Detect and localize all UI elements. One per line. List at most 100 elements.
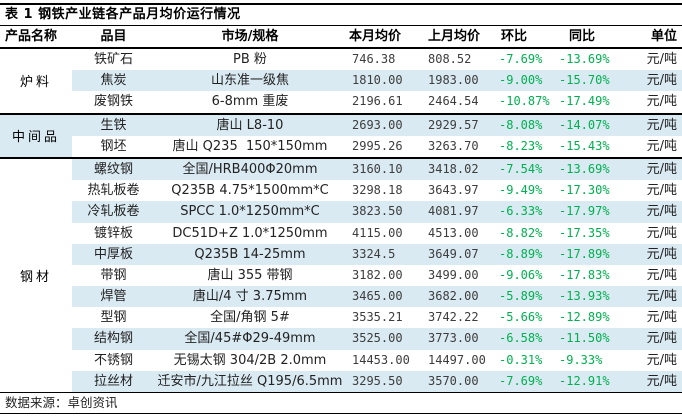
cell-market-spec: 迁安市/九江拉丝 Q195/6.5mm [157, 373, 343, 389]
cell-market-spec: PB 粉 [233, 52, 267, 67]
cell-market-spec: 唐山 355 带钢 [207, 267, 293, 283]
table-row: 型钢 全国/角钢 5# 3535.21 3742.22 -5.66% -12.89% 元/吨 [72, 307, 682, 328]
cell-unit: 元/吨 [646, 138, 677, 154]
cell-item-name: 废钢铁 [93, 94, 133, 110]
cell-unit: 元/吨 [646, 246, 677, 262]
cell-unit: 元/吨 [646, 331, 677, 347]
cell-market-spec: 唐山 Q235 150*150mm [172, 138, 328, 154]
cell-current-month-avg: 4115.00 [352, 225, 403, 240]
cell-mom-change: -7.69% [499, 373, 543, 388]
column-header-product-name: 产品名称 [5, 29, 58, 44]
cell-yoy-change: -13.69% [559, 161, 610, 176]
cell-item-name: 焊管 [100, 289, 127, 305]
cell-unit: 元/吨 [646, 183, 677, 199]
cell-market-spec: 无锡太钢 304/2B 2.0mm [173, 352, 327, 368]
cell-current-month-avg: 3525.00 [352, 331, 403, 346]
table-row: 生铁 唐山 L8-10 2693.00 2929.57 -8.08% -14.07% 元/吨 [72, 114, 682, 136]
cell-current-month-avg: 2995.26 [352, 138, 403, 153]
column-header-unit: 单位 [650, 29, 677, 44]
cell-mom-change: -6.33% [499, 204, 543, 219]
cell-current-month-avg: 3298.18 [352, 183, 403, 198]
cell-mom-change: -5.66% [499, 310, 543, 325]
cell-item-name: 冷轧板卷 [87, 204, 140, 220]
cell-current-month-avg: 3465.00 [352, 289, 403, 304]
table-section: 钢材 螺纹钢 全国/HRB400Φ20mm 3160.10 3418.02 -7.54% -… [0, 156, 682, 392]
data-source-note: 数据来源：卓创资讯 [0, 392, 682, 414]
table-title: 表 1 钢铁产业链各产品月均价运行情况 [0, 3, 682, 26]
cell-unit: 元/吨 [646, 225, 677, 241]
cell-unit: 元/吨 [646, 352, 677, 368]
column-header-market-spec: 市场/规格 [221, 29, 279, 44]
cell-unit: 元/吨 [646, 267, 677, 283]
cell-mom-change: -9.49% [499, 183, 543, 198]
table-row: 热轧板卷 Q235B 4.75*1500mm*C 3298.18 3643.97 -9.… [72, 180, 682, 201]
cell-current-month-avg: 3160.10 [352, 161, 403, 176]
cell-item-name: 螺纹钢 [93, 161, 133, 177]
table-row: 冷轧板卷 SPCC 1.0*1250mm*C 3823.50 4081.97 -6.33… [72, 201, 682, 223]
cell-unit: 元/吨 [646, 373, 677, 389]
cell-previous-month-avg: 3263.70 [428, 138, 479, 153]
cell-item-name: 焦炭 [100, 73, 127, 89]
cell-yoy-change: -17.97% [559, 204, 610, 219]
cell-item-name: 中厚板 [93, 246, 133, 262]
cell-current-month-avg: 3295.50 [352, 373, 403, 388]
cell-mom-change: -8.82% [499, 225, 543, 240]
cell-mom-change: -8.89% [499, 246, 543, 261]
cell-mom-change: -0.31% [499, 352, 543, 367]
cell-yoy-change: -17.49% [559, 94, 610, 109]
cell-item-name: 铁矿石 [93, 52, 133, 67]
cell-current-month-avg: 14453.00 [352, 352, 410, 367]
column-header-previous-avg: 上月均价 [428, 29, 481, 44]
table-row: 螺纹钢 全国/HRB400Φ20mm 3160.10 3418.02 -7.54% -13… [72, 158, 682, 181]
cell-previous-month-avg: 808.52 [428, 52, 472, 66]
table-row: 中厚板 Q235B 14-25mm 3324.5 3649.07 -8.89% -17.8… [72, 243, 682, 265]
cell-previous-month-avg: 2929.57 [428, 117, 479, 132]
table-row: 不锈钢 无锡太钢 304/2B 2.0mm 14453.00 14497.00 -0.3… [72, 350, 682, 371]
cell-previous-month-avg: 3643.97 [428, 183, 479, 198]
cell-current-month-avg: 1810.00 [352, 73, 403, 88]
cell-unit: 元/吨 [646, 289, 677, 305]
cell-yoy-change: -17.30% [559, 183, 610, 198]
cell-unit: 元/吨 [646, 204, 677, 220]
cell-yoy-change: -14.07% [559, 117, 610, 132]
cell-item-name: 生铁 [100, 117, 127, 133]
cell-yoy-change: -17.35% [559, 225, 610, 240]
cell-item-name: 型钢 [100, 310, 127, 326]
cell-item-name: 热轧板卷 [87, 183, 140, 199]
cell-yoy-change: -13.93% [559, 289, 610, 304]
cell-current-month-avg: 3182.00 [352, 267, 403, 282]
cell-unit: 元/吨 [646, 94, 677, 110]
column-header-current-avg: 本月均价 [349, 29, 402, 44]
cell-current-month-avg: 2693.00 [352, 117, 403, 132]
cell-item-name: 镀锌板 [93, 225, 133, 241]
cell-current-month-avg: 2196.61 [352, 94, 403, 109]
cell-previous-month-avg: 4081.97 [428, 204, 479, 219]
table-row: 拉丝材 迁安市/九江拉丝 Q195/6.5mm 3295.50 3570.00 -7.6… [72, 370, 682, 392]
table-row: 铁矿石 PB 粉 746.38 808.52 -7.69% -13.69% 元/吨 [72, 49, 682, 70]
cell-yoy-change: -11.50% [559, 331, 610, 346]
cell-yoy-change: -17.83% [559, 267, 610, 282]
section-rows: 铁矿石 PB 粉 746.38 808.52 -7.69% -13.69% 元/吨 焦炭 山东准… [72, 49, 682, 113]
column-header-yoy-change: 同比 [569, 29, 596, 44]
table-section: 炉料 铁矿石 PB 粉 746.38 808.52 -7.69% -13.69% 元/吨 焦炭山… [0, 49, 682, 113]
cell-item-name: 钢坯 [100, 138, 127, 154]
cell-previous-month-avg: 3418.02 [428, 161, 479, 176]
cell-yoy-change: -15.43% [559, 138, 610, 153]
section-label: 中间品 [0, 114, 72, 157]
table-row: 废钢铁 6-8mm 重废 2196.61 2464.54 -10.87% -17.49% 元… [72, 91, 682, 112]
cell-market-spec: 全国/HRB400Φ20mm [182, 161, 318, 177]
column-header-item: 品目 [100, 29, 127, 44]
cell-mom-change: -6.58% [499, 331, 543, 346]
table-row: 焊管 唐山/4 寸 3.75mm 3465.00 3682.00 -5.89% -13.9… [72, 286, 682, 308]
table-section: 中间品 生铁 唐山 L8-10 2693.00 2929.57 -8.08% -14.07%… [0, 112, 682, 157]
cell-yoy-change: -13.69% [559, 52, 610, 66]
cell-market-spec: Q235B 14-25mm [194, 246, 306, 262]
cell-unit: 元/吨 [646, 73, 677, 89]
cell-unit: 元/吨 [646, 161, 677, 177]
cell-yoy-change: -12.89% [559, 310, 610, 325]
cell-previous-month-avg: 1983.00 [428, 73, 479, 88]
cell-current-month-avg: 746.38 [352, 52, 396, 66]
cell-yoy-change: -12.91% [559, 373, 610, 388]
cell-previous-month-avg: 14497.00 [428, 352, 486, 367]
cell-mom-change: -7.54% [499, 161, 543, 176]
